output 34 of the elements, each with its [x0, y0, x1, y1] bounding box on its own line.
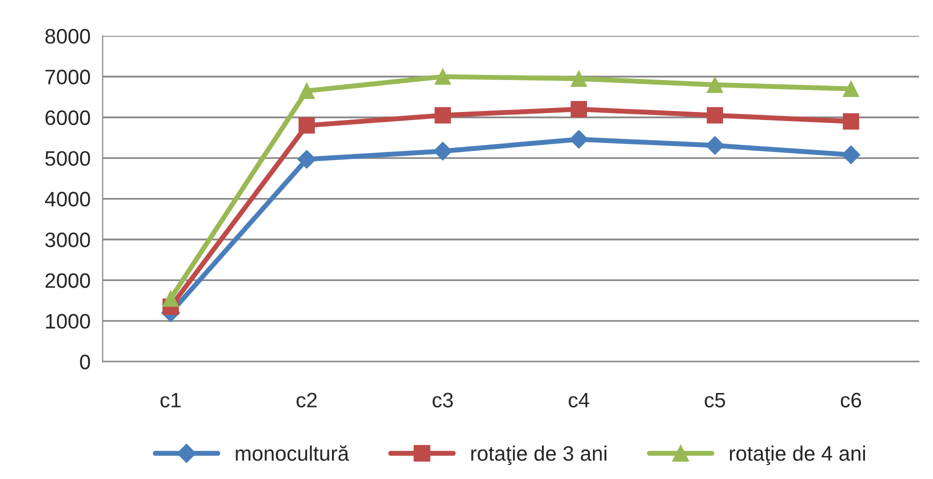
point	[569, 130, 588, 149]
y-tick-label: 5000	[45, 151, 90, 166]
x-tick-label: c6	[840, 392, 862, 408]
x-tick-label: c1	[160, 392, 181, 408]
point	[162, 290, 179, 307]
point	[434, 107, 451, 124]
point	[298, 82, 315, 100]
legend-label: rotaţie de 3 ani	[471, 446, 606, 466]
y-tick-label: 0	[80, 354, 90, 370]
x-tick-label: c2	[296, 392, 317, 408]
point	[842, 145, 860, 164]
y-tick-label: 1000	[46, 314, 90, 329]
y-tick-label: 4000	[44, 192, 90, 207]
y-tick-label: 6000	[46, 110, 90, 126]
point	[842, 113, 860, 130]
point	[297, 150, 316, 169]
point	[434, 68, 451, 85]
point	[706, 107, 724, 124]
y-tick-label: 7000	[46, 70, 90, 84]
legend-label: rotaţie de 4 ani	[730, 446, 865, 466]
x-tick-label: c3	[432, 392, 453, 408]
y-tick-label: 8000	[45, 28, 90, 44]
point	[298, 117, 315, 134]
point	[570, 101, 588, 118]
x-tick-label: c5	[704, 392, 726, 408]
y-tick-label: 3000	[45, 232, 90, 248]
y-tick-label: 2000	[46, 273, 90, 288]
legend-label: monocultură	[236, 445, 350, 461]
point	[842, 80, 860, 98]
x-tick-label: c4	[568, 392, 590, 408]
point	[433, 142, 452, 161]
point	[570, 70, 588, 87]
point	[706, 136, 724, 155]
point	[706, 76, 724, 93]
